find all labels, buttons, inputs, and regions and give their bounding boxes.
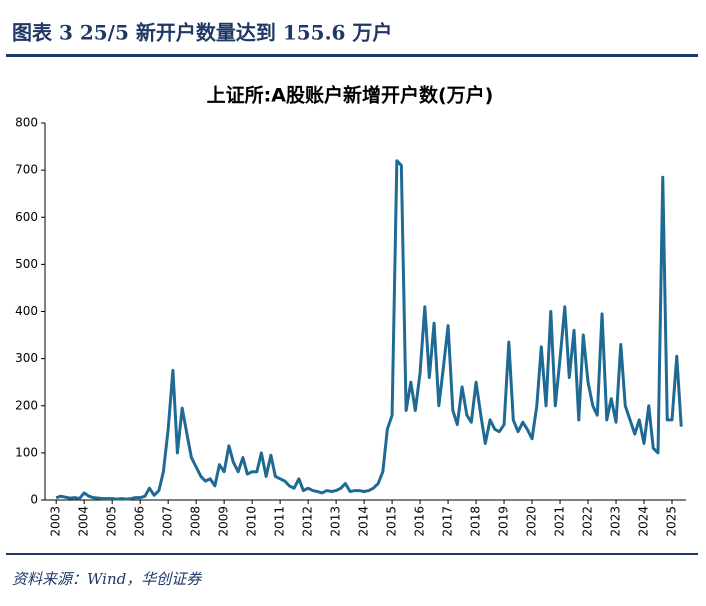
- line-series: [55, 159, 683, 501]
- y-tick-label: 800: [15, 116, 38, 130]
- x-tick-label: 2016: [413, 506, 427, 537]
- x-tick-label: 2022: [581, 506, 595, 537]
- x-tick-label: 2010: [245, 506, 259, 537]
- chart-title: 上证所:A股账户新增开户数(万户): [207, 84, 494, 107]
- y-tick-label: 600: [15, 210, 38, 224]
- y-tick-label: 200: [15, 398, 38, 412]
- x-tick-label: 2021: [553, 506, 567, 537]
- y-tick-label: 100: [15, 445, 38, 459]
- x-tick-label: 2019: [497, 506, 511, 537]
- x-tick-label: 2013: [329, 506, 343, 537]
- x-tick-label: 2014: [357, 506, 371, 537]
- x-tick-label: 2006: [133, 506, 147, 537]
- header-rule: [6, 54, 698, 57]
- x-tick-label: 2025: [665, 506, 679, 537]
- x-tick-label: 2004: [77, 506, 91, 537]
- x-tick-label: 2009: [217, 506, 231, 537]
- x-tick-label: 2018: [469, 506, 483, 537]
- x-tick-label: 2003: [49, 506, 63, 537]
- footer-rule: [6, 553, 698, 555]
- x-tick-label: 2015: [385, 506, 399, 537]
- source: 资料来源：Wind，华创证券: [12, 570, 202, 588]
- header-title: 图表 3 25/5 新开户数量达到 155.6 万户: [12, 21, 392, 45]
- x-tick-label: 2011: [273, 506, 287, 537]
- x-tick-label: 2005: [105, 506, 119, 537]
- y-tick-label: 300: [15, 351, 38, 365]
- x-tick-label: 2008: [189, 506, 203, 537]
- x-tick-label: 2007: [161, 506, 175, 537]
- y-tick-label: 500: [15, 257, 38, 271]
- x-tick-label: 2023: [609, 506, 623, 537]
- x-tick-label: 2020: [525, 506, 539, 537]
- y-tick-label: 400: [15, 304, 38, 318]
- x-tick-label: 2012: [301, 506, 315, 537]
- x-tick-label: 2024: [637, 506, 651, 537]
- y-tick-label: 0: [30, 493, 38, 507]
- x-tick-label: 2017: [441, 506, 455, 537]
- y-tick-label: 700: [15, 163, 38, 177]
